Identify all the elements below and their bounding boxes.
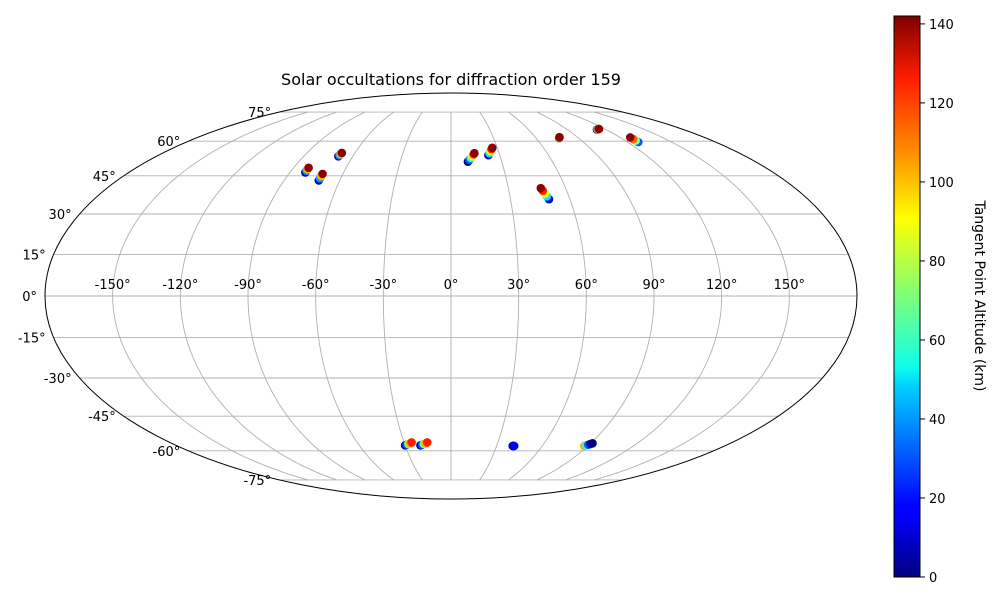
lat-tick-label: -45° bbox=[88, 410, 116, 425]
lat-tick-label: -30° bbox=[44, 372, 72, 387]
colorbar-tick-label: 140 bbox=[929, 18, 954, 33]
lon-tick-label: 90° bbox=[642, 278, 665, 293]
lon-tick-label: 120° bbox=[706, 278, 737, 293]
scatter-point bbox=[470, 148, 479, 158]
lat-tick-label: 30° bbox=[49, 208, 72, 223]
colorbar-ticks: 0 20 40 60 80 100 120 140 bbox=[920, 18, 954, 586]
lat-tick-label: 0° bbox=[22, 290, 37, 305]
colorbar-tick-label: 20 bbox=[929, 492, 946, 507]
grid-meridian bbox=[536, 111, 655, 481]
lat-tick-label: 60° bbox=[157, 135, 180, 150]
colorbar-tick-label: 0 bbox=[929, 571, 937, 586]
lat-tick-label: -15° bbox=[18, 332, 46, 347]
colorbar-tick-label: 120 bbox=[929, 97, 954, 112]
colorbar: 0 20 40 60 80 100 120 140 Tangent Point Altitud… bbox=[893, 15, 987, 586]
grid-meridian bbox=[247, 111, 366, 481]
lon-tick-label: 60° bbox=[575, 278, 598, 293]
grid-meridian bbox=[594, 111, 790, 481]
scatter-point bbox=[555, 132, 564, 142]
colorbar-tick-label: 80 bbox=[929, 255, 946, 270]
scatter-point bbox=[304, 163, 313, 173]
grid-meridian bbox=[112, 111, 308, 481]
colorbar-tick-label: 40 bbox=[929, 413, 946, 428]
scatter-point bbox=[588, 439, 597, 448]
grid-meridian bbox=[565, 111, 723, 481]
scatter-point bbox=[407, 438, 416, 447]
colorbar-tick-label: 60 bbox=[929, 334, 946, 349]
scatter-point bbox=[594, 124, 604, 134]
lon-tick-label: -120° bbox=[162, 278, 198, 293]
map-boundary bbox=[44, 92, 858, 500]
lon-tick-label: -90° bbox=[234, 278, 262, 293]
scatter-point bbox=[625, 133, 635, 142]
lat-tick-label: -60° bbox=[153, 445, 181, 460]
scatter-points bbox=[301, 124, 643, 451]
lat-tick-label: 75° bbox=[248, 106, 271, 121]
scatter-point bbox=[509, 441, 519, 451]
scatter-point bbox=[488, 143, 497, 153]
colorbar-gradient bbox=[893, 15, 921, 578]
grid-meridian bbox=[382, 111, 423, 481]
lon-tick-label: -60° bbox=[302, 278, 330, 293]
lat-tick-label: 15° bbox=[23, 248, 46, 263]
lat-tick-label: -75° bbox=[243, 474, 271, 489]
lon-tick-label: 0° bbox=[444, 278, 459, 293]
lon-tick-label: -150° bbox=[95, 278, 131, 293]
grid-meridian bbox=[508, 111, 587, 481]
grid-meridian bbox=[479, 111, 520, 481]
scatter-point bbox=[337, 148, 347, 158]
lon-tick-label: -30° bbox=[369, 278, 397, 293]
grid-meridian bbox=[315, 111, 394, 481]
scatter-point bbox=[536, 183, 546, 193]
scatter-point bbox=[318, 169, 327, 179]
colorbar-label: Tangent Point Altitude (km) bbox=[971, 199, 987, 391]
colorbar-tick-label: 100 bbox=[929, 176, 954, 191]
longitude-tick-labels: -150° -120° -90° -60° -30° 0° 30° 60° 90° 120° 150… bbox=[95, 278, 805, 293]
lon-tick-label: 30° bbox=[507, 278, 530, 293]
scatter-point bbox=[422, 438, 432, 447]
latitude-tick-labels: -75° -60° -45° -30° -15° 0° 15° 30° 45° 60° 75° bbox=[18, 106, 271, 489]
lat-tick-label: 45° bbox=[93, 170, 116, 185]
grid-meridian bbox=[179, 111, 337, 481]
lon-tick-label: 150° bbox=[774, 278, 805, 293]
chart-title: Solar occultations for diffraction order… bbox=[281, 70, 621, 89]
map-grid bbox=[45, 111, 857, 481]
